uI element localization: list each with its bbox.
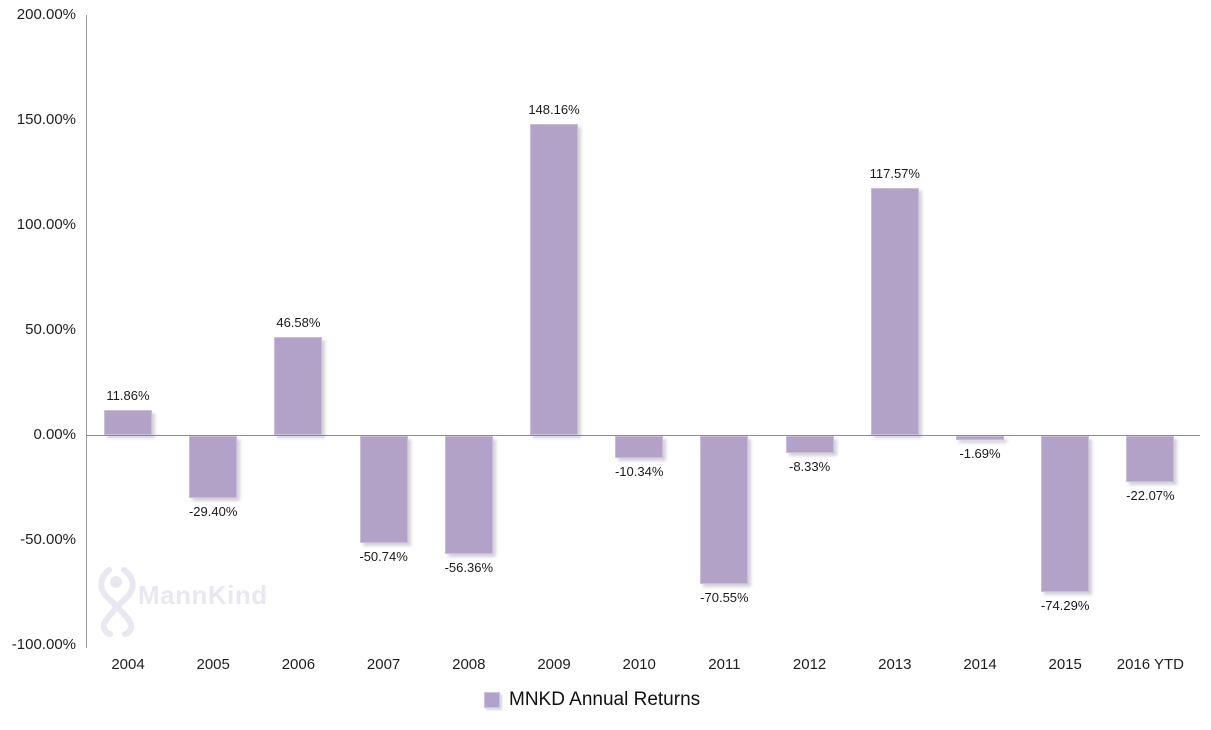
bar-2013 xyxy=(870,188,919,435)
mannkind-ribbon-icon xyxy=(98,567,136,637)
x-axis-label-2010: 2010 xyxy=(622,656,656,673)
x-axis-label-2012: 2012 xyxy=(792,656,827,673)
watermark: MannKind xyxy=(94,565,268,637)
bar-value-label-2010: -10.34% xyxy=(614,463,664,479)
bar-2012 xyxy=(785,436,834,454)
y-axis-tick-label: 100.00% xyxy=(16,216,76,233)
watermark-text: MannKind xyxy=(138,580,268,610)
bar-value-label-2013: 117.57% xyxy=(869,166,920,182)
y-axis-tick-label: 200.00% xyxy=(16,6,76,23)
x-axis-label-2007: 2007 xyxy=(366,656,401,673)
y-axis-line xyxy=(86,15,87,648)
x-axis-zero-line xyxy=(86,435,1200,436)
bar-value-label-2006: 46.58% xyxy=(276,315,321,331)
bar-value-label-2004: 11.86% xyxy=(106,388,150,404)
bar-value-label-2008: -56.36% xyxy=(444,560,493,576)
legend: MNKD Annual Returns xyxy=(484,689,700,711)
bar-2007 xyxy=(359,436,408,543)
bar-2006 xyxy=(274,337,323,435)
x-axis-label-2015: 2015 xyxy=(1048,656,1082,673)
bar-2011 xyxy=(700,436,749,585)
y-axis-tick-label: -50.00% xyxy=(20,531,76,548)
y-axis-tick-label: 0.00% xyxy=(33,426,76,443)
x-axis-label-2013: 2013 xyxy=(878,656,912,673)
bar-2008 xyxy=(444,436,493,555)
bar-value-label-2012: -8.33% xyxy=(788,459,831,475)
bar-2010 xyxy=(615,436,664,458)
bar-2016-ytd xyxy=(1126,436,1175,483)
bar-value-label-2011: -70.55% xyxy=(700,590,749,606)
x-axis-label-2005: 2005 xyxy=(196,656,230,673)
legend-label: MNKD Annual Returns xyxy=(509,689,701,710)
x-axis-label-2006: 2006 xyxy=(281,656,316,673)
x-axis-label-2011: 2011 xyxy=(708,656,741,673)
y-axis-tick-label: 150.00% xyxy=(16,111,76,128)
x-axis-label-2008: 2008 xyxy=(452,656,486,673)
y-axis-tick-label: -100.00% xyxy=(11,636,76,653)
x-axis-label-2004: 2004 xyxy=(111,656,145,673)
bar-2015 xyxy=(1041,436,1090,592)
bar-2009 xyxy=(530,123,578,435)
bar-value-label-2015: -74.29% xyxy=(1040,598,1090,613)
y-axis-tick-label: 50.00% xyxy=(25,321,76,338)
bar-value-label-2014: -1.69% xyxy=(959,445,1001,461)
bar-value-label-2005: -29.40% xyxy=(188,503,238,519)
bar-2004 xyxy=(104,410,152,435)
bar-2014 xyxy=(956,436,1004,440)
legend-swatch xyxy=(484,692,500,708)
bar-value-label-2007: -50.74% xyxy=(359,548,408,564)
ribbon-head-dot xyxy=(110,576,122,588)
x-axis-label-2014: 2014 xyxy=(963,656,997,673)
x-axis-label-2016-ytd: 2016 YTD xyxy=(1116,656,1185,673)
x-axis-label-2009: 2009 xyxy=(537,656,571,673)
bar-value-label-2009: 148.16% xyxy=(528,101,580,117)
bar-value-label-2016-ytd: -22.07% xyxy=(1126,488,1175,504)
bar-2005 xyxy=(189,436,238,498)
